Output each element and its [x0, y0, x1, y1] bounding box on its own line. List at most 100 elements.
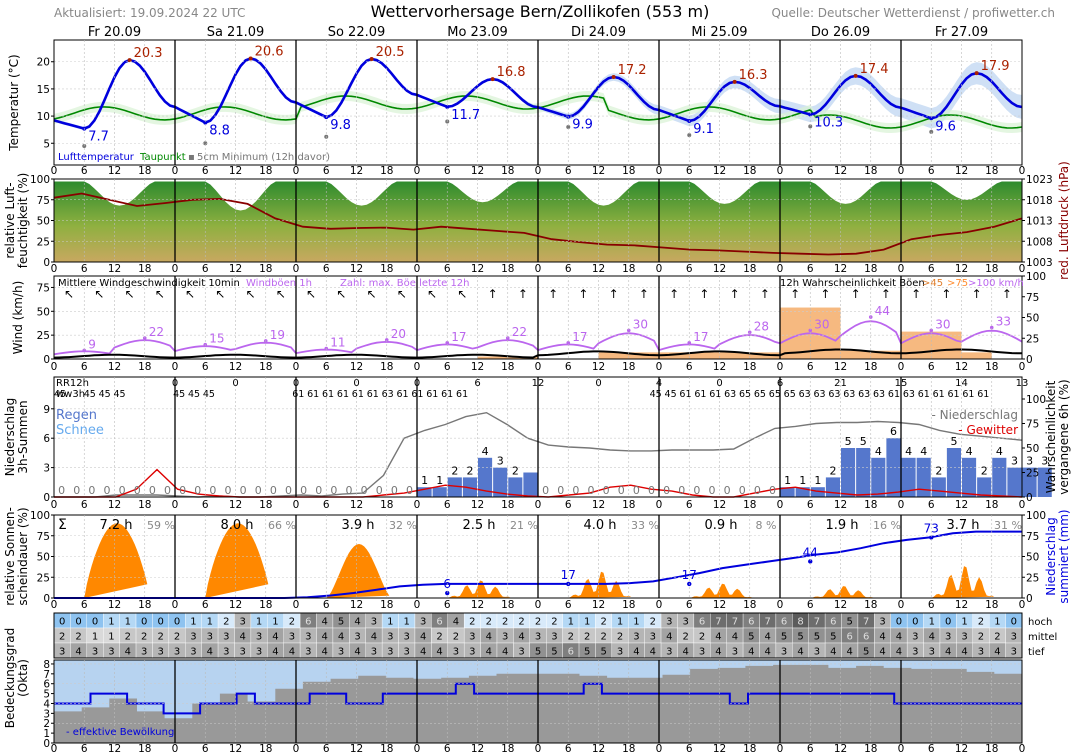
rain-bar	[508, 477, 523, 497]
rain-bar	[1007, 467, 1022, 497]
ww3h-code: 61	[396, 389, 408, 400]
cloud-layer-value: 3	[305, 632, 311, 643]
ww3h-code: 65	[739, 389, 751, 400]
cloud-layer-value: 3	[141, 647, 147, 658]
hour-tick-label: 18	[501, 361, 514, 373]
hour-tick-label: 0	[172, 599, 179, 611]
rain-bar-label: 3	[1041, 455, 1048, 468]
hour-tick-label: 0	[1019, 165, 1026, 177]
gust-max-label: 44	[875, 304, 890, 318]
gust-max-label: 22	[149, 325, 164, 339]
hour-tick-label: 0	[51, 165, 58, 177]
rain-bar-label: 0	[88, 484, 95, 497]
sun-hours-label: 8.0 h	[220, 518, 253, 533]
precip-prob-tick-label: 100	[1026, 394, 1046, 406]
rain-bar-label: 0	[754, 484, 761, 497]
cloud-layer-value: 2	[157, 632, 163, 643]
cloud-layer-value: 3	[666, 647, 672, 658]
hour-tick-label: 18	[985, 743, 998, 753]
precip-prob-y-label: Wahrscheinlichkeit	[1044, 380, 1058, 493]
ww3h-code: 63	[799, 389, 811, 400]
hour-tick-label: 18	[864, 361, 877, 373]
cloud-layer-value: 6	[748, 617, 754, 628]
hour-tick-label: 6	[81, 499, 88, 511]
hour-tick-label: 6	[81, 263, 88, 275]
day-label: Mi 25.09	[691, 25, 747, 40]
cloud-layer-value: 3	[814, 647, 820, 658]
gust-max-label: 19	[270, 328, 285, 342]
hour-tick-label: 18	[985, 165, 998, 177]
hour-tick-label: 18	[501, 165, 514, 177]
rain-bar-label: 4	[966, 445, 973, 458]
cloud-layer-value: 2	[994, 632, 1000, 643]
cloud-layer-value: 3	[223, 632, 229, 643]
ww3h-code: 45	[203, 389, 215, 400]
cloud-layer-value: 4	[289, 647, 295, 658]
hour-tick-label: 6	[323, 499, 330, 511]
min-temp-label: 9.9	[572, 118, 593, 133]
rain-bar	[523, 472, 538, 497]
hour-tick-label: 12	[471, 599, 484, 611]
ww3h-code: 61	[947, 389, 959, 400]
day-label: Fr 20.09	[88, 25, 141, 40]
hour-tick-label: 12	[955, 165, 968, 177]
rain-bar-label: 1	[799, 474, 806, 487]
ground-min-marker	[929, 129, 934, 134]
gust-max-label: 30	[633, 317, 648, 331]
rain-bar-label: 0	[633, 484, 640, 497]
day-label: Di 24.09	[571, 25, 626, 40]
hour-tick-label: 0	[172, 743, 179, 753]
cloud-layer-value: 2	[502, 617, 508, 628]
ww3h-code: 61	[694, 389, 706, 400]
hour-tick-label: 0	[51, 743, 58, 753]
cloud-layer-value: 1	[256, 617, 262, 628]
min-temp-marker	[929, 116, 934, 121]
cloud-layer-value: 3	[420, 617, 426, 628]
cloud-layer-value: 2	[584, 632, 590, 643]
hour-tick-label: 6	[323, 743, 330, 753]
updated-timestamp: Aktualisiert: 19.09.2024 22 UTC	[54, 6, 245, 20]
wind-direction-arrow: ↑	[609, 287, 619, 301]
rr12-label: RR12h	[56, 378, 89, 389]
cloud-layer-value: 3	[256, 647, 262, 658]
gust-max-label: 30	[814, 317, 829, 331]
cloud-layer-value: 3	[190, 632, 196, 643]
sun-y-label: scheindauer (%)	[16, 507, 30, 605]
hour-tick-label: 0	[1019, 263, 1026, 275]
hour-tick-label: 12	[229, 599, 242, 611]
wind-prob-tick-label: 100	[1026, 271, 1046, 283]
cloud-layer-value: 1	[633, 617, 639, 628]
hour-tick-label: 6	[444, 499, 451, 511]
cloud-layer-value: 3	[371, 617, 377, 628]
cumulative-y-tick-label: 25	[1026, 572, 1039, 584]
rr12h-value: 6	[474, 378, 480, 389]
wind-y-tick-label: 0	[43, 354, 50, 366]
precip-y-tick-label: 3	[43, 463, 50, 475]
hour-tick-label: 12	[592, 599, 605, 611]
wind-direction-arrow: ↖	[125, 287, 135, 301]
cloud-layer-value: 3	[518, 647, 524, 658]
hour-tick-label: 0	[293, 599, 300, 611]
hour-tick-label: 6	[202, 743, 209, 753]
rr12h-value: 6	[777, 378, 783, 389]
hour-tick-label: 18	[985, 263, 998, 275]
cloud-layer-row-label: mittel	[1028, 632, 1057, 643]
sunshine-area	[931, 566, 995, 598]
hour-tick-label: 12	[350, 743, 363, 753]
ww3h-code: 63	[858, 389, 870, 400]
hour-tick-label: 6	[686, 165, 693, 177]
sun-pct-label: 66 %	[268, 519, 296, 532]
sunshine-area	[689, 583, 753, 598]
rain-bar-label: 0	[330, 484, 337, 497]
hour-tick-label: 0	[1019, 743, 1026, 753]
precip-y-label: Niederschlag	[3, 398, 17, 476]
gust-max-label: 11	[330, 336, 345, 350]
ww3h-code: 61	[962, 389, 974, 400]
gust-max-label: 17	[451, 330, 466, 344]
wind-direction-arrow: ↖	[155, 287, 165, 301]
legend-temperature: Lufttemperatur	[58, 152, 135, 163]
hour-tick-label: 6	[686, 263, 693, 275]
hour-tick-label: 12	[713, 743, 726, 753]
ww3h-code: 61	[918, 389, 930, 400]
min-temp-label: 9.1	[693, 122, 714, 137]
